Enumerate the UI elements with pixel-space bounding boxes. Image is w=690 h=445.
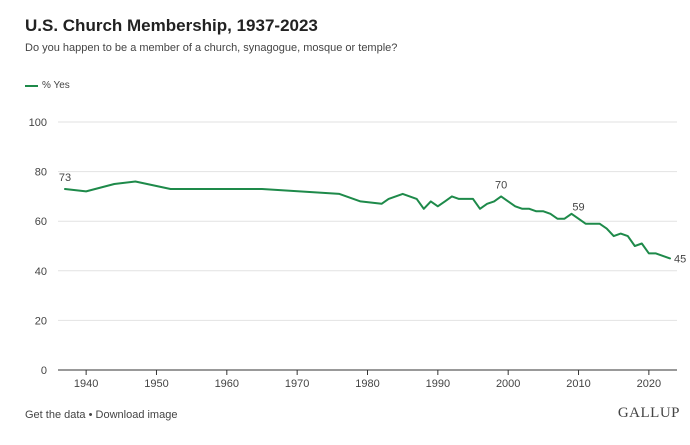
x-tick-label: 1970 — [285, 378, 309, 390]
data-label: 73 — [59, 172, 71, 184]
y-tick-label: 100 — [29, 117, 47, 129]
footer-links: Get the data • Download image — [25, 409, 177, 421]
y-tick-label: 0 — [41, 365, 47, 377]
x-tick-label: 1990 — [426, 378, 450, 390]
x-tick-label: 1960 — [215, 378, 239, 390]
x-tick-label: 2000 — [496, 378, 520, 390]
download-image-link[interactable]: Download image — [95, 409, 178, 421]
line-chart: 0 20 40 60 80 100 1940 1950 1960 1970 1980 1990 2000… — [29, 117, 687, 390]
y-tick-label: 20 — [35, 315, 47, 327]
series-line-yes — [64, 180, 671, 260]
legend-swatch — [25, 84, 38, 87]
y-tick-label: 60 — [35, 216, 47, 228]
x-tick-label: 2020 — [637, 378, 661, 390]
chart-subtitle: Do you happen to be a member of a church… — [25, 42, 398, 54]
x-tick-label: 1950 — [144, 378, 168, 390]
x-tick-label: 1940 — [74, 378, 98, 390]
data-label: 45 — [674, 253, 686, 265]
footer-separator: • — [85, 409, 96, 421]
y-tick-label: 80 — [35, 167, 47, 179]
get-data-link[interactable]: Get the data — [25, 409, 86, 421]
data-label: 70 — [495, 179, 507, 191]
legend-label: % Yes — [42, 80, 70, 91]
data-label: 59 — [572, 202, 584, 214]
y-tick-label: 40 — [35, 266, 47, 278]
legend: % Yes — [25, 80, 70, 91]
gallup-logo: GALLUP — [617, 405, 680, 421]
x-tick-label: 1980 — [355, 378, 379, 390]
chart-title: U.S. Church Membership, 1937-2023 — [25, 16, 318, 35]
x-tick-label: 2010 — [566, 378, 590, 390]
